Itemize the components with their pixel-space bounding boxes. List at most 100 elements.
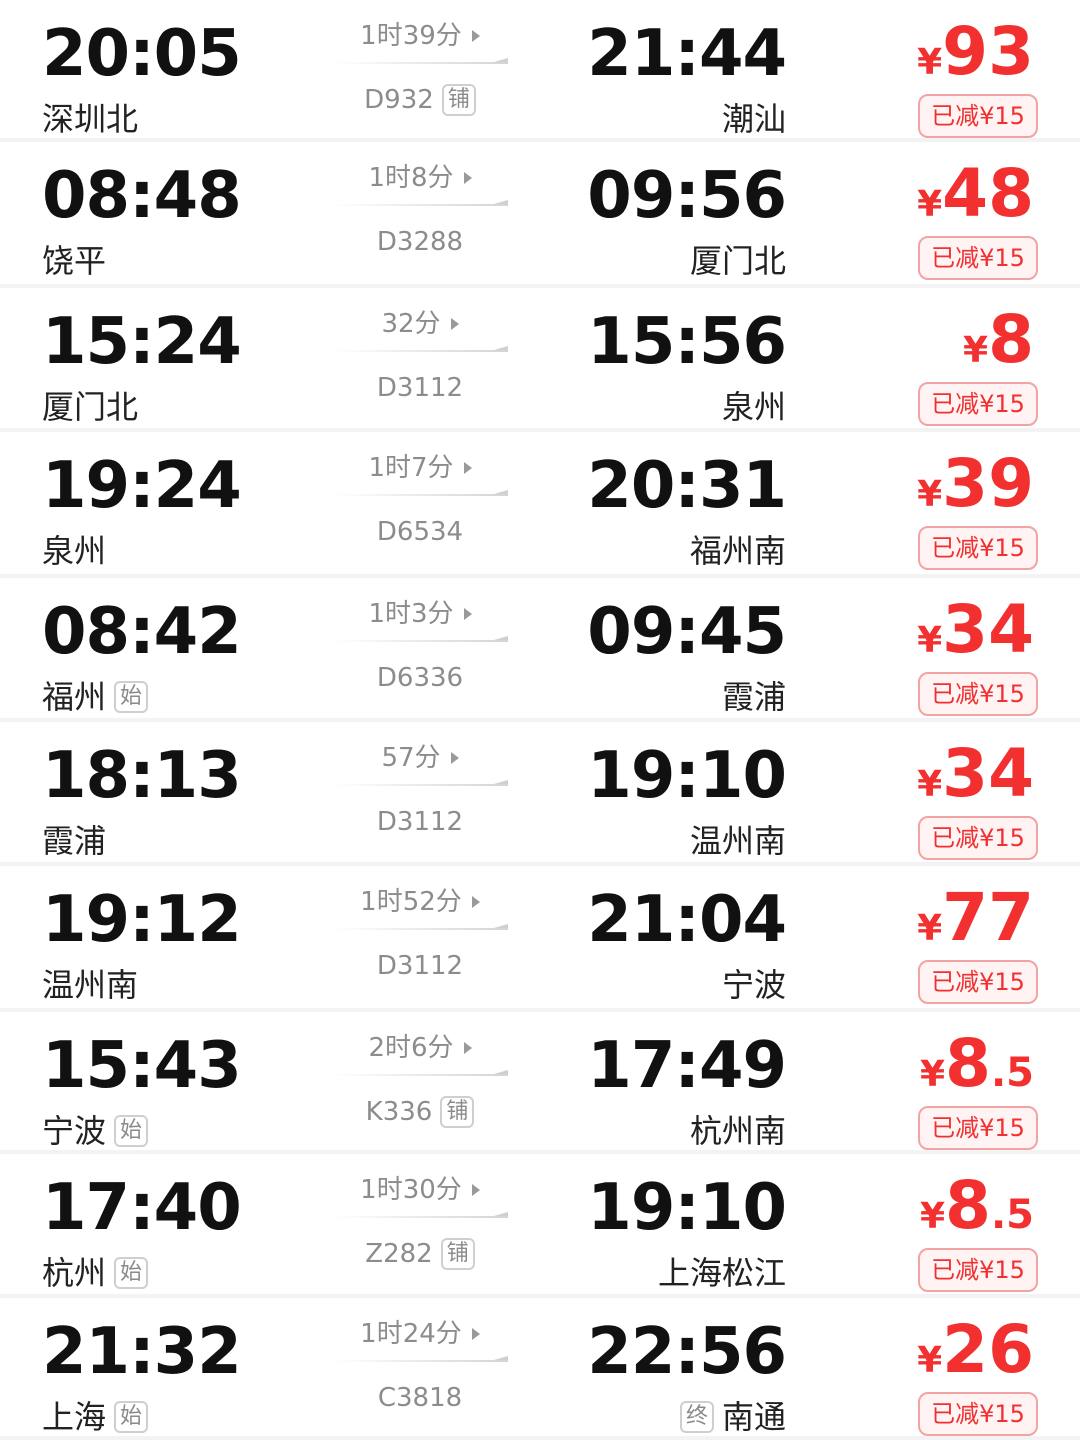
train-number[interactable]: Z282 铺 xyxy=(365,1236,475,1272)
trip-row[interactable]: 08:42 福州 始 1时3分 D6336 09:45 霞浦 ¥34 已减¥15 xyxy=(0,578,1080,722)
origin-badge: 始 xyxy=(114,1257,149,1289)
arrow-line-icon xyxy=(332,1212,508,1218)
departure-station-name: 温州南 xyxy=(42,966,139,1004)
trip-row[interactable]: 19:12 温州南 1时52分 D3112 21:04 宁波 ¥77 已减¥15 xyxy=(0,866,1080,1012)
trip-row[interactable]: 17:40 杭州 始 1时30分 Z282 铺 19:10 上海松江 ¥8.5 … xyxy=(0,1154,1080,1298)
discount-badge: 已减¥15 xyxy=(918,236,1038,280)
departure-station: 福州 始 xyxy=(42,676,149,718)
triangle-right-icon xyxy=(471,1328,480,1340)
duration: 1时7分 xyxy=(368,450,472,486)
currency-symbol: ¥ xyxy=(917,184,943,225)
discount-badge: 已减¥15 xyxy=(918,816,1038,860)
train-number[interactable]: D6336 xyxy=(377,660,463,696)
trip-row[interactable]: 08:48 饶平 1时8分 D3288 09:56 厦门北 ¥48 已减¥15 xyxy=(0,142,1080,288)
discount-badge: 已减¥15 xyxy=(918,672,1038,716)
currency-symbol: ¥ xyxy=(963,330,989,371)
discount-badge: 已减¥15 xyxy=(918,1106,1038,1150)
currency-symbol: ¥ xyxy=(917,908,943,949)
departure-time: 15:24 xyxy=(42,305,242,379)
price: ¥8.5 xyxy=(920,1166,1034,1246)
train-number[interactable]: D6534 xyxy=(377,514,463,550)
triangle-right-icon xyxy=(463,608,472,620)
arrival-station-name: 厦门北 xyxy=(689,242,786,280)
train-number[interactable]: D3112 xyxy=(377,370,463,406)
origin-badge: 始 xyxy=(114,1401,149,1433)
trip-middle: 1时8分 D3288 xyxy=(330,160,510,260)
triangle-right-icon xyxy=(471,896,480,908)
departure-station: 温州南 xyxy=(42,964,138,1006)
departure-station-name: 泉州 xyxy=(42,532,107,570)
triangle-right-icon xyxy=(463,462,472,474)
trip-middle: 1时39分 D932 铺 xyxy=(330,18,510,118)
price: ¥8.5 xyxy=(920,1024,1034,1104)
arrival-station: 杭州南 xyxy=(690,1110,786,1152)
trip-row[interactable]: 21:32 上海 始 1时24分 C3818 22:56 南通 终 ¥26 已减… xyxy=(0,1298,1080,1440)
train-number[interactable]: D932 铺 xyxy=(364,82,476,118)
price-integer: 8 xyxy=(988,301,1034,378)
currency-symbol: ¥ xyxy=(917,42,943,83)
trip-row[interactable]: 19:24 泉州 1时7分 D6534 20:31 福州南 ¥39 已减¥15 xyxy=(0,432,1080,578)
arrival-station-name: 上海松江 xyxy=(657,1254,786,1292)
departure-time: 20:05 xyxy=(42,17,242,91)
departure-station-name: 福州 xyxy=(42,678,107,716)
departure-station-name: 宁波 xyxy=(42,1112,107,1150)
price-integer: 39 xyxy=(942,445,1034,522)
trip-row[interactable]: 18:13 霞浦 57分 D3112 19:10 温州南 ¥34 已减¥15 xyxy=(0,722,1080,866)
departure-time: 18:13 xyxy=(42,739,242,813)
departure-station: 宁波 始 xyxy=(42,1110,149,1152)
departure-time: 08:48 xyxy=(42,159,242,233)
arrival-time: 17:49 xyxy=(587,1029,787,1103)
price-integer: 34 xyxy=(942,735,1034,812)
duration-text: 1时39分 xyxy=(360,21,462,51)
price-integer: 8 xyxy=(945,1025,991,1102)
train-number[interactable]: D3112 xyxy=(377,948,463,984)
arrival-time: 19:10 xyxy=(587,1171,787,1245)
arrival-time: 09:56 xyxy=(587,159,787,233)
arrow-line-icon xyxy=(332,780,508,786)
origin-badge: 始 xyxy=(114,681,149,713)
train-number[interactable]: D3288 xyxy=(377,224,463,260)
departure-station-name: 厦门北 xyxy=(42,388,139,426)
departure-time: 21:32 xyxy=(42,1315,242,1389)
terminal-badge: 终 xyxy=(679,1401,714,1433)
price-decimal: .5 xyxy=(990,1192,1034,1238)
trip-row[interactable]: 20:05 深圳北 1时39分 D932 铺 21:44 潮汕 ¥93 已减¥1… xyxy=(0,0,1080,142)
sleeper-badge: 铺 xyxy=(440,1096,475,1128)
train-number[interactable]: K336 铺 xyxy=(366,1094,475,1130)
discount-badge: 已减¥15 xyxy=(918,1392,1038,1436)
trip-middle: 1时52分 D3112 xyxy=(330,884,510,984)
trip-middle: 32分 D3112 xyxy=(330,306,510,406)
price-integer: 77 xyxy=(942,879,1034,956)
arrival-station-name: 泉州 xyxy=(721,388,786,426)
arrival-time: 15:56 xyxy=(587,305,787,379)
departure-station: 饶平 xyxy=(42,240,106,282)
price: ¥39 xyxy=(917,444,1034,524)
departure-station: 泉州 xyxy=(42,530,106,572)
duration: 1时24分 xyxy=(360,1316,480,1352)
train-number-text: D3112 xyxy=(376,807,464,837)
currency-symbol: ¥ xyxy=(917,474,943,515)
arrival-station-name: 霞浦 xyxy=(721,678,786,716)
train-number[interactable]: D3112 xyxy=(377,804,463,840)
trip-row[interactable]: 15:24 厦门北 32分 D3112 15:56 泉州 ¥8 已减¥15 xyxy=(0,288,1080,432)
triangle-right-icon xyxy=(450,318,459,330)
arrival-time: 19:10 xyxy=(587,739,787,813)
arrow-line-icon xyxy=(332,924,508,930)
departure-time: 19:24 xyxy=(42,449,242,523)
duration-text: 1时52分 xyxy=(360,887,462,917)
train-number-text: D3112 xyxy=(376,951,464,981)
departure-time: 15:43 xyxy=(42,1029,242,1103)
price-integer: 93 xyxy=(942,13,1034,90)
price-integer: 8 xyxy=(945,1167,991,1244)
train-number-text: D932 xyxy=(364,85,434,115)
departure-station: 霞浦 xyxy=(42,820,106,862)
duration-text: 1时24分 xyxy=(360,1319,462,1349)
price-decimal: .5 xyxy=(990,1050,1034,1096)
duration-text: 57分 xyxy=(381,743,441,773)
trip-row[interactable]: 15:43 宁波 始 2时6分 K336 铺 17:49 杭州南 ¥8.5 已减… xyxy=(0,1012,1080,1154)
currency-symbol: ¥ xyxy=(919,1054,946,1095)
arrival-station: 温州南 xyxy=(690,820,786,862)
trip-middle: 2时6分 K336 铺 xyxy=(330,1030,510,1130)
train-number[interactable]: C3818 xyxy=(378,1380,462,1416)
triangle-right-icon xyxy=(471,30,480,42)
